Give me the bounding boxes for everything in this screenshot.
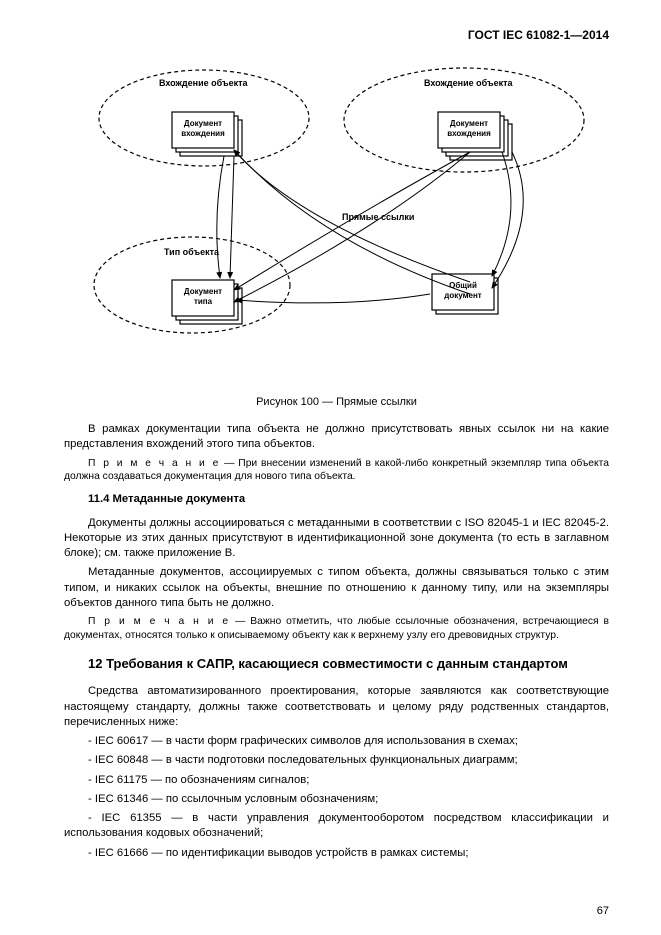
section-12-title: 12 Требования к САПР, касающиеся совмест… (64, 655, 609, 673)
svg-text:Документ: Документ (450, 119, 488, 128)
svg-text:Вхождение объекта: Вхождение объекта (424, 78, 514, 88)
paragraph-4: Средства автоматизированного проектирова… (64, 684, 609, 730)
svg-text:типа: типа (194, 297, 213, 306)
list-item: - IEC 61175 — по обозначениям сигналов; (64, 773, 609, 788)
list-item: - IEC 61355 — в части управления докумен… (64, 811, 609, 842)
svg-text:вхождения: вхождения (447, 129, 491, 138)
list-item: - IEC 61666 — по идентификации выводов у… (64, 846, 609, 861)
list-item: - IEC 61346 — по ссылочным условным обоз… (64, 792, 609, 807)
svg-text:Документ: Документ (184, 119, 222, 128)
page-number: 67 (597, 905, 609, 917)
svg-text:документ: документ (444, 291, 482, 300)
svg-text:Документ: Документ (184, 287, 222, 296)
paragraph-1: В рамках документации типа объекта не до… (64, 422, 609, 453)
paragraph-2: Документы должны ассоциироваться с метад… (64, 516, 609, 562)
svg-text:Общий: Общий (449, 281, 477, 290)
svg-text:Вхождение объекта: Вхождение объекта (159, 78, 249, 88)
figure-100-diagram: Вхождение объекта Вхождение объекта Тип об… (64, 50, 609, 390)
list-item: - IEC 60617 — в части форм графических с… (64, 734, 609, 749)
page-header: ГОСТ IEC 61082-1—2014 (64, 28, 609, 42)
svg-text:Тип объекта: Тип объекта (164, 247, 220, 257)
note-1-label: П р и м е ч а н и е (88, 458, 220, 469)
svg-text:вхождения: вхождения (181, 129, 225, 138)
section-11-4-title: 11.4 Метаданные документа (64, 492, 609, 507)
note-2-label: П р и м е ч а н и е (88, 616, 230, 627)
svg-text:Прямые ссылки: Прямые ссылки (342, 212, 414, 222)
note-2: П р и м е ч а н и е — Важно отметить, чт… (64, 615, 609, 643)
note-1: П р и м е ч а н и е — При внесении измен… (64, 457, 609, 485)
paragraph-3: Метаданные документов, ассоциируемых с т… (64, 565, 609, 611)
figure-caption: Рисунок 100 — Прямые ссылки (64, 396, 609, 408)
list-item: - IEC 60848 — в части подготовки последо… (64, 753, 609, 768)
